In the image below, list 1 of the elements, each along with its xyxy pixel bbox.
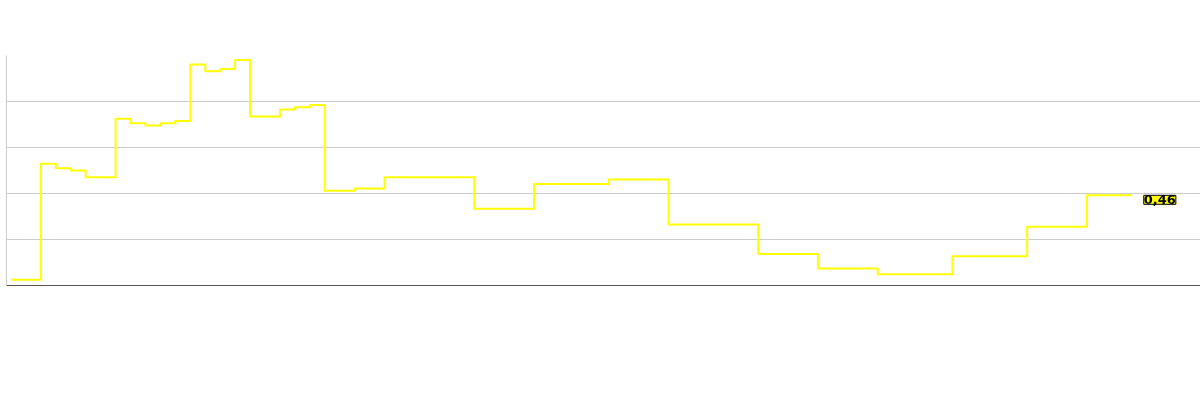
text: 0,46 — [1143, 192, 1176, 208]
